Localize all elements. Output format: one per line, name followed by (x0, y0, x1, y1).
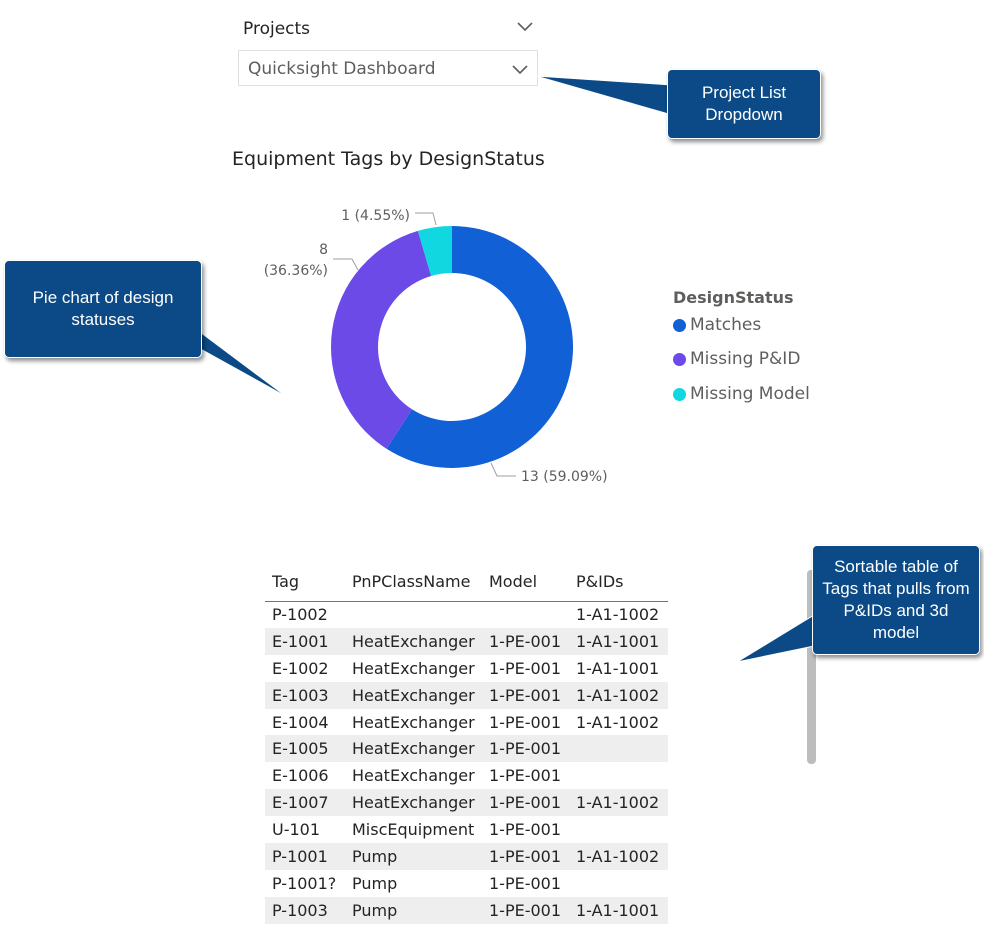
cell-model: 1-PE-001 (482, 896, 569, 924)
cell-tag: P-1003 (265, 896, 345, 924)
cell-model: 1-PE-001 (489, 712, 562, 732)
cell-class: HeatExchanger (352, 712, 475, 732)
cell-tag: E-1002 (272, 658, 329, 678)
legend-item-missing-model[interactable]: Missing Model (673, 383, 810, 405)
cell-tag: E-1004 (272, 712, 329, 732)
cell-tag: E-1005 (265, 735, 345, 763)
cell-tag: P-1002 (272, 605, 328, 625)
cell-tag: P-1001 (265, 843, 345, 870)
cell-pids: 1-A1-1002 (576, 712, 660, 732)
callout-table: Sortable table of Tags that pulls from P… (812, 545, 980, 655)
callout-text: Pie chart of design statuses (32, 288, 174, 329)
pie-slice-matches[interactable] (386, 226, 573, 468)
cell-class: HeatExchanger (352, 658, 475, 678)
project-dropdown[interactable]: Quicksight Dashboard (238, 50, 538, 86)
cell-model: 1-PE-001 (482, 843, 569, 870)
leader-line-missing-model (415, 212, 437, 226)
cell-tag: P-1001? (272, 873, 337, 893)
cell-class: Pump (352, 873, 398, 893)
cell-pids: 1-A1-1002 (569, 681, 668, 709)
table-row[interactable]: E-1006 HeatExchanger 1-PE-001 (265, 762, 668, 789)
circle-marker-icon (673, 318, 686, 332)
cell-pids: 1-A1-1001 (576, 658, 660, 678)
legend-item-matches[interactable]: Matches (673, 314, 761, 336)
chevron-down-icon[interactable] (516, 21, 534, 33)
data-label-missing-pid-percent: (36.36%) (264, 263, 328, 279)
pie-slice-missing-p-id[interactable] (331, 230, 432, 449)
cell-tag: E-1001 (265, 627, 345, 655)
cell-model: 1-PE-001 (482, 627, 569, 655)
cell-tag: E-1006 (272, 766, 329, 786)
callout-pointer-dropdown (535, 75, 673, 116)
dropdown-selected-value: Quicksight Dashboard (248, 59, 436, 79)
table-row[interactable]: E-1002 HeatExchanger 1-PE-001 1-A1-1001 (265, 655, 668, 682)
cell-model: 1-PE-001 (482, 789, 569, 817)
table-header-row: Tag PnPClassName Model P&IDs (265, 563, 668, 602)
legend-label: Matches (690, 315, 762, 335)
column-header-model[interactable]: Model (482, 563, 569, 602)
cell-class: HeatExchanger (345, 735, 482, 763)
table-row[interactable]: E-1004 HeatExchanger 1-PE-001 1-A1-1002 (265, 709, 668, 736)
chevron-down-icon (512, 65, 528, 75)
callout-pie: Pie chart of design statuses (4, 260, 202, 358)
table-scrollbar[interactable] (807, 570, 816, 764)
table-row[interactable]: E-1001 HeatExchanger 1-PE-001 1-A1-1001 (265, 627, 668, 655)
legend-title: DesignStatus (673, 288, 794, 307)
cell-pids (569, 735, 668, 763)
cell-model: 1-PE-001 (489, 820, 562, 840)
column-header-pids[interactable]: P&IDs (569, 563, 668, 602)
leader-line-matches (490, 462, 516, 477)
cell-class: HeatExchanger (352, 766, 475, 786)
circle-marker-icon (673, 352, 686, 366)
cell-model: 1-PE-001 (482, 735, 569, 763)
data-label-matches: 13 (59.09%) (521, 469, 608, 485)
cell-tag: U-101 (272, 820, 321, 840)
cell-class: Pump (345, 843, 482, 870)
legend-label: Missing Model (690, 384, 810, 404)
cell-tag: E-1003 (265, 681, 345, 709)
cell-class: HeatExchanger (345, 627, 482, 655)
column-header-pnpclassname[interactable]: PnPClassName (345, 563, 482, 602)
cell-tag: E-1007 (265, 789, 345, 817)
leader-line-missing-pid (333, 258, 359, 271)
cell-pids: 1-A1-1002 (569, 843, 668, 870)
cell-class: Pump (345, 896, 482, 924)
callout-text: Sortable table of Tags that pulls from P… (822, 557, 970, 642)
table-row[interactable]: E-1005 HeatExchanger 1-PE-001 (265, 735, 668, 763)
pie-slice-missing-model[interactable] (417, 226, 452, 276)
callout-pointer-table (736, 611, 820, 663)
cell-pids: 1-A1-1002 (569, 789, 668, 817)
chart-title: Equipment Tags by DesignStatus (232, 148, 545, 170)
cell-pids: 1-A1-1001 (569, 896, 668, 924)
cell-class: HeatExchanger (345, 681, 482, 709)
table-row[interactable]: P-1002 1-A1-1002 (265, 601, 668, 628)
callout-dropdown: Project List Dropdown (667, 69, 821, 139)
legend-label: Missing P&ID (690, 349, 801, 369)
data-label-missing-model: 1 (4.55%) (341, 208, 410, 224)
callout-text: Project List Dropdown (701, 83, 787, 124)
cell-model: 1-PE-001 (489, 766, 562, 786)
cell-model: 1-PE-001 (489, 873, 562, 893)
table-row[interactable]: E-1003 HeatExchanger 1-PE-001 1-A1-1002 (265, 681, 668, 709)
cell-class: HeatExchanger (345, 789, 482, 817)
column-header-tag[interactable]: Tag (265, 563, 345, 602)
cell-class: MiscEquipment (352, 820, 475, 840)
table-row[interactable]: P-1001? Pump 1-PE-001 (265, 870, 668, 897)
table-row[interactable]: E-1007 HeatExchanger 1-PE-001 1-A1-1002 (265, 789, 668, 817)
cell-pids: 1-A1-1001 (569, 627, 668, 655)
cell-model: 1-PE-001 (482, 681, 569, 709)
table-row[interactable]: P-1001 Pump 1-PE-001 1-A1-1002 (265, 843, 668, 870)
table-row[interactable]: P-1003 Pump 1-PE-001 1-A1-1001 (265, 896, 668, 924)
circle-marker-icon (673, 387, 686, 401)
table-row[interactable]: U-101 MiscEquipment 1-PE-001 (265, 816, 668, 843)
tags-table: Tag PnPClassName Model P&IDs P-1002 1-A1-… (265, 563, 668, 924)
slicer-title: Projects (243, 19, 311, 39)
cell-pids: 1-A1-1002 (576, 605, 660, 625)
data-label-missing-pid-count: 8 (319, 242, 328, 258)
cell-model: 1-PE-001 (489, 658, 562, 678)
legend-item-missing-pid[interactable]: Missing P&ID (673, 348, 800, 370)
